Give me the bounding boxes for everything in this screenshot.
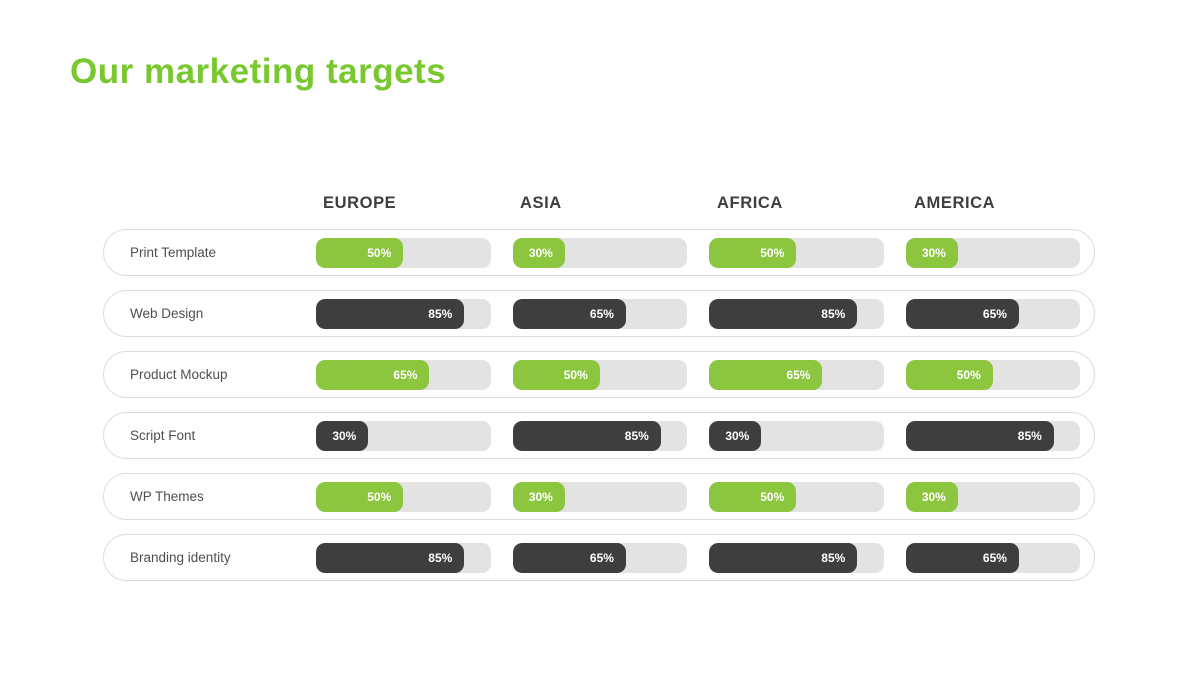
page-title: Our marketing targets [70, 52, 447, 91]
progress-value: 65% [982, 306, 1007, 321]
progress-value: 65% [589, 550, 614, 565]
chart-rows: Print Template 50% 30% 50% 30% Web Design 85% 6… [103, 229, 1095, 581]
progress-track: 30% [905, 237, 1080, 268]
progress-value: 30% [528, 489, 553, 504]
progress-track: 30% [709, 420, 884, 451]
progress-fill: 85% [905, 420, 1054, 451]
progress-track: 65% [905, 542, 1080, 573]
progress-fill: 50% [316, 481, 404, 512]
progress-track: 30% [512, 481, 687, 512]
progress-value: 30% [725, 428, 750, 443]
table-row: Branding identity 85% 65% 85% 65% [103, 534, 1095, 581]
progress-fill: 85% [316, 298, 465, 329]
table-row: Web Design 85% 65% 85% 65% [103, 290, 1095, 337]
row-label: Product Mockup [130, 367, 228, 382]
progress-fill: 50% [709, 237, 797, 268]
column-header: ASIA [520, 194, 562, 212]
progress-value: 65% [589, 306, 614, 321]
progress-fill: 65% [316, 359, 430, 390]
progress-fill: 30% [905, 237, 958, 268]
progress-value: 30% [921, 245, 946, 260]
progress-track: 85% [709, 542, 884, 573]
progress-fill: 30% [709, 420, 762, 451]
progress-track: 85% [512, 420, 687, 451]
progress-fill: 50% [905, 359, 993, 390]
progress-track: 85% [905, 420, 1080, 451]
progress-value: 30% [921, 489, 946, 504]
table-row: Print Template 50% 30% 50% 30% [103, 229, 1095, 276]
progress-track: 65% [316, 359, 491, 390]
table-row: Product Mockup 65% 50% 65% 50% [103, 351, 1095, 398]
progress-track: 50% [512, 359, 687, 390]
row-label: WP Themes [130, 489, 204, 504]
progress-value: 30% [528, 245, 553, 260]
progress-value: 50% [367, 245, 392, 260]
progress-value: 50% [563, 367, 588, 382]
progress-value: 30% [332, 428, 357, 443]
progress-fill: 30% [905, 481, 958, 512]
progress-track: 65% [905, 298, 1080, 329]
progress-track: 50% [905, 359, 1080, 390]
progress-value: 85% [1017, 428, 1042, 443]
column-header: AMERICA [914, 194, 996, 212]
row-label: Print Template [130, 245, 217, 260]
progress-value: 50% [760, 245, 785, 260]
progress-value: 65% [786, 367, 811, 382]
progress-fill: 85% [709, 542, 858, 573]
table-row: WP Themes 50% 30% 50% 30% [103, 473, 1095, 520]
progress-track: 65% [709, 359, 884, 390]
column-header: EUROPE [323, 194, 397, 212]
progress-fill: 85% [512, 420, 661, 451]
progress-value: 85% [821, 306, 846, 321]
progress-value: 65% [393, 367, 418, 382]
row-label: Web Design [130, 306, 204, 321]
column-header: AFRICA [717, 194, 783, 212]
row-label: Script Font [130, 428, 196, 443]
progress-track: 85% [316, 542, 491, 573]
progress-fill: 50% [709, 481, 797, 512]
progress-fill: 85% [709, 298, 858, 329]
progress-value: 50% [760, 489, 785, 504]
progress-fill: 65% [512, 542, 626, 573]
progress-track: 30% [905, 481, 1080, 512]
progress-fill: 30% [512, 481, 565, 512]
progress-track: 50% [316, 481, 491, 512]
progress-fill: 30% [316, 420, 369, 451]
progress-fill: 65% [905, 298, 1019, 329]
progress-track: 85% [709, 298, 884, 329]
progress-track: 65% [512, 298, 687, 329]
progress-value: 65% [982, 550, 1007, 565]
progress-value: 85% [624, 428, 649, 443]
progress-value: 85% [428, 306, 453, 321]
progress-track: 85% [316, 298, 491, 329]
progress-fill: 65% [905, 542, 1019, 573]
progress-fill: 50% [316, 237, 404, 268]
progress-track: 50% [316, 237, 491, 268]
column-header-row: EUROPE ASIA AFRICA AMERICA [103, 194, 1095, 213]
progress-track: 50% [709, 237, 884, 268]
row-label: Branding identity [130, 550, 231, 565]
progress-fill: 30% [512, 237, 565, 268]
progress-value: 50% [367, 489, 392, 504]
table-row: Script Font 30% 85% 30% 85% [103, 412, 1095, 459]
progress-value: 50% [956, 367, 981, 382]
progress-fill: 85% [316, 542, 465, 573]
progress-fill: 65% [709, 359, 823, 390]
progress-fill: 65% [512, 298, 626, 329]
progress-value: 85% [821, 550, 846, 565]
progress-track: 65% [512, 542, 687, 573]
progress-track: 50% [709, 481, 884, 512]
progress-value: 85% [428, 550, 453, 565]
marketing-targets-chart: EUROPE ASIA AFRICA AMERICA Print Template 50… [103, 194, 1095, 595]
progress-track: 30% [512, 237, 687, 268]
progress-fill: 50% [512, 359, 600, 390]
progress-track: 30% [316, 420, 491, 451]
